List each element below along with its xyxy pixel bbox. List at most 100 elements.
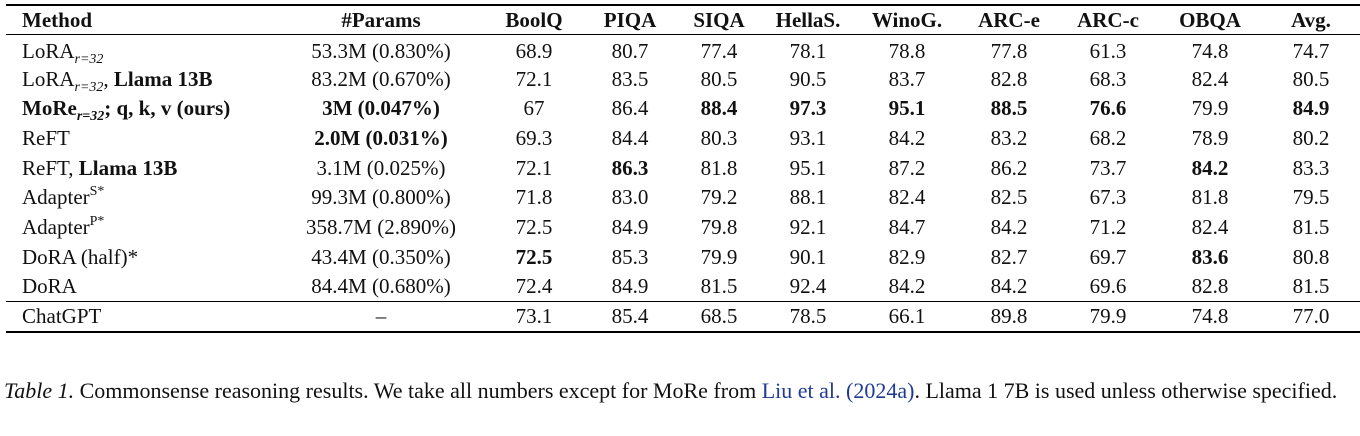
method-cell: LoRAr=32, Llama 13B	[22, 66, 213, 95]
score-cell: 95.1	[789, 155, 827, 180]
score-cell: 80.3	[700, 126, 738, 151]
params-cell: 53.3M (0.830%)	[311, 39, 451, 64]
score-cell: 84.2	[990, 274, 1028, 299]
score-cell: 92.4	[789, 274, 827, 299]
score-cell: 80.5	[700, 66, 738, 91]
score-cell: 83.0	[611, 185, 649, 210]
score-cell: 82.4	[1191, 215, 1229, 240]
score-cell: 97.3	[789, 96, 827, 121]
params-cell: 43.4M (0.350%)	[311, 244, 451, 269]
header-arc-e: ARC-e	[978, 7, 1040, 32]
score-cell: 67.3	[1089, 185, 1127, 210]
score-cell: 69.3	[515, 126, 553, 151]
score-cell: 86.3	[611, 155, 649, 180]
score-cell: 68.9	[515, 39, 553, 64]
avg-cell: 80.2	[1292, 126, 1330, 151]
score-cell: 72.5	[515, 215, 553, 240]
score-cell: 87.2	[888, 155, 926, 180]
score-cell: 84.2	[888, 126, 926, 151]
score-cell: 81.8	[1191, 185, 1229, 210]
caption-text-end: . Llama 1 7B is used unless otherwise sp…	[914, 378, 1338, 403]
params-cell: 83.2M (0.670%)	[311, 66, 451, 91]
score-cell: 67	[523, 96, 545, 121]
params-cell: 3.1M (0.025%)	[316, 155, 446, 180]
header-siqa: SIQA	[693, 7, 745, 32]
avg-cell: 74.7	[1292, 39, 1330, 64]
score-cell: 77.8	[990, 39, 1028, 64]
header-piqa: PIQA	[603, 7, 657, 32]
avg-cell: 79.5	[1292, 185, 1330, 210]
score-cell: 72.5	[515, 244, 553, 269]
score-cell: 89.8	[990, 303, 1028, 328]
table-row: MoRer=32; q, k, v (ours) 3M (0.047%) 67 …	[6, 94, 1360, 124]
method-cell: AdapterS*	[22, 184, 105, 210]
table-row: LoRAr=32, Llama 13B 83.2M (0.670%) 72.1 …	[6, 64, 1360, 94]
table-row: LoRAr=32 53.3M (0.830%) 68.9 80.7 77.4 7…	[6, 35, 1360, 68]
params-cell: 84.4M (0.680%)	[311, 274, 451, 299]
caption-text: Commonsense reasoning results. We take a…	[74, 378, 762, 403]
header-winogrande: WinoG.	[871, 7, 943, 32]
score-cell: 69.7	[1089, 244, 1127, 269]
score-cell: 84.9	[611, 215, 649, 240]
params-cell: 2.0M (0.031%)	[314, 126, 448, 151]
score-cell: 83.6	[1191, 244, 1229, 269]
score-cell: 88.1	[789, 185, 827, 210]
score-cell: 82.4	[888, 185, 926, 210]
table-row: DoRA (half)* 43.4M (0.350%) 72.5 85.3 79…	[6, 243, 1360, 273]
score-cell: 81.5	[700, 274, 738, 299]
score-cell: 83.2	[990, 126, 1028, 151]
avg-cell: 77.0	[1292, 303, 1330, 328]
header-hellaswag: HellaS.	[775, 7, 841, 32]
score-cell: 90.5	[789, 66, 827, 91]
score-cell: 71.2	[1089, 215, 1127, 240]
score-cell: 66.1	[888, 303, 926, 328]
header-params: #Params	[341, 7, 421, 32]
method-cell: ChatGPT	[22, 303, 102, 328]
avg-cell: 80.5	[1292, 66, 1330, 91]
score-cell: 79.2	[700, 185, 738, 210]
header-arc-c: ARC-c	[1077, 7, 1139, 32]
citation-link[interactable]: Liu et al.	[761, 378, 841, 403]
score-cell: 95.1	[888, 96, 926, 121]
table-row: AdapterP* 358.7M (2.890%) 72.5 84.9 79.8…	[6, 213, 1360, 243]
header-method: Method	[22, 7, 92, 32]
score-cell: 92.1	[789, 215, 827, 240]
score-cell: 79.9	[700, 244, 738, 269]
score-cell: 72.1	[515, 66, 553, 91]
score-cell: 79.9	[1089, 303, 1127, 328]
header-row: Method #Params BoolQ PIQA SIQA HellaS. W…	[6, 5, 1360, 35]
header-boolq: BoolQ	[505, 7, 563, 32]
params-cell: 3M (0.047%)	[322, 96, 440, 121]
score-cell: 82.9	[888, 244, 926, 269]
score-cell: 72.1	[515, 155, 553, 180]
table-row: ChatGPT – 73.1 85.4 68.5 78.5 66.1 89.8 …	[6, 301, 1360, 332]
score-cell: 85.3	[611, 244, 649, 269]
score-cell: 84.2	[888, 274, 926, 299]
score-cell: 83.5	[611, 66, 649, 91]
avg-cell: 81.5	[1292, 274, 1330, 299]
score-cell: 88.4	[700, 96, 738, 121]
score-cell: 82.8	[1191, 274, 1229, 299]
score-cell: 73.1	[515, 303, 553, 328]
score-cell: 78.5	[789, 303, 827, 328]
score-cell: 82.8	[990, 66, 1028, 91]
method-cell: ReFT	[22, 126, 70, 151]
params-cell: 99.3M (0.800%)	[311, 185, 451, 210]
table-row: ReFT 2.0M (0.031%) 69.3 84.4 80.3 93.1 8…	[6, 124, 1360, 154]
results-table: Method #Params BoolQ PIQA SIQA HellaS. W…	[6, 4, 1360, 333]
params-cell: –	[375, 303, 387, 328]
score-cell: 93.1	[789, 126, 827, 151]
score-cell: 85.4	[611, 303, 649, 328]
method-cell: MoRer=32; q, k, v (ours)	[22, 96, 231, 125]
table-row: DoRA 84.4M (0.680%) 72.4 84.9 81.5 92.4 …	[6, 272, 1360, 302]
table-caption: Table 1. Commonsense reasoning results. …	[4, 376, 1360, 405]
score-cell: 79.9	[1191, 96, 1229, 121]
header-avg: Avg.	[1291, 7, 1331, 32]
table-row: AdapterS* 99.3M (0.800%) 71.8 83.0 79.2 …	[6, 183, 1360, 213]
score-cell: 84.4	[611, 126, 649, 151]
citation-year-link[interactable]: (2024a)	[846, 378, 915, 403]
score-cell: 78.1	[789, 39, 827, 64]
score-cell: 74.8	[1191, 303, 1229, 328]
score-cell: 86.4	[611, 96, 649, 121]
method-cell: LoRAr=32	[22, 39, 104, 68]
